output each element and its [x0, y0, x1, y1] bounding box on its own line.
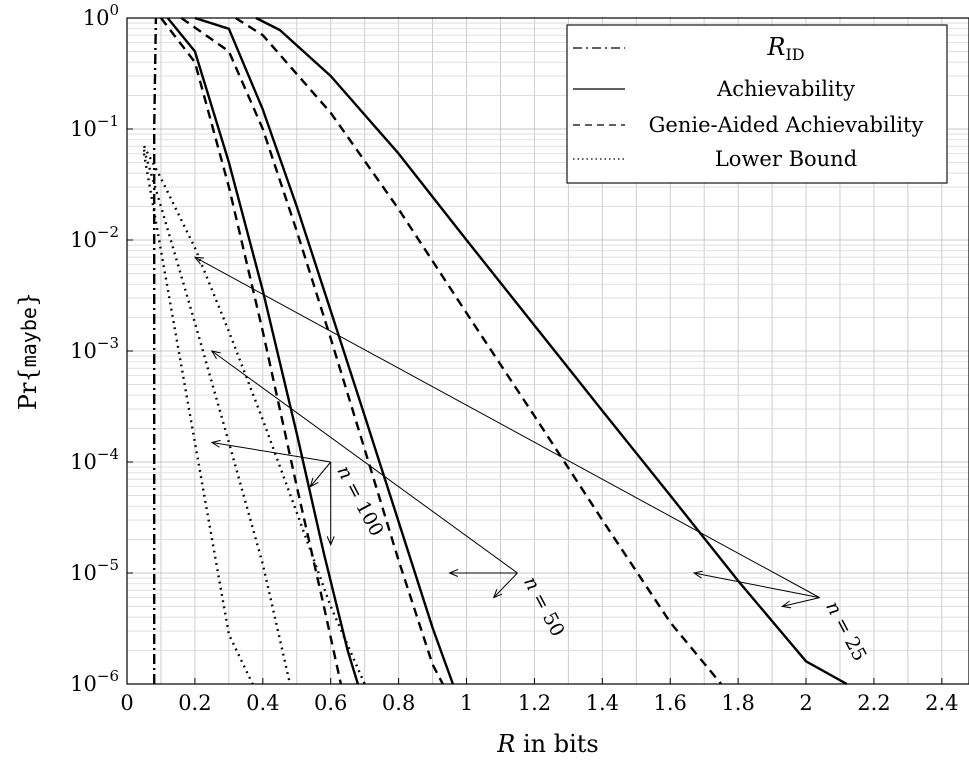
series-line-dotted: [142, 145, 366, 685]
legend-label-genie: Genie-Aided Achievability: [649, 113, 924, 137]
annotation-arrow-line: [211, 350, 518, 574]
series-line-solid: [166, 17, 360, 685]
x-tick-label: 2: [799, 691, 812, 715]
y-axis-ticks: 100 10−1 10−2 10−3 10−4 10−5 10−6: [70, 1, 133, 696]
y-tick-label: 10−4: [70, 445, 119, 474]
annotation-arrow-head: [309, 477, 319, 488]
legend: RID Achievability Genie-Aided Achievabil…: [566, 24, 948, 184]
legend-label-rid: RID: [766, 33, 804, 64]
x-axis-label: R in bits: [496, 730, 598, 758]
annotation-arrow-line: [693, 572, 820, 599]
annotation-arrow-head: [448, 569, 459, 577]
annotation-arrow-head: [193, 256, 204, 265]
annotations: n = 25n = 50n = 100: [193, 256, 871, 665]
x-tick-label: 0.4: [246, 691, 279, 715]
x-tick-label: 0.2: [178, 691, 211, 715]
y-axis-label: Pr{maybe}: [14, 292, 42, 410]
legend-box: [566, 24, 948, 184]
x-tick-label: 0.6: [314, 691, 347, 715]
x-tick-label: 0.8: [382, 691, 415, 715]
legend-item-genie: Genie-Aided Achievability: [573, 113, 923, 137]
annotation-arrow-head: [692, 570, 703, 579]
series-line-dotted: [142, 153, 254, 685]
x-axis-ticks: 0 0.2 0.4 0.6 0.8 1 1.2 1.4 1.6 1.8 2 2.2 2.4: [120, 678, 959, 715]
series-line-dashed: [234, 16, 723, 685]
x-tick-label: 1.6: [654, 691, 687, 715]
annotation-arrow-line: [211, 441, 331, 463]
series-line-dashed: [160, 17, 343, 685]
x-tick-label: 1.4: [586, 691, 619, 715]
annotation-arrow-head: [210, 350, 221, 359]
legend-label-lower-bound: Lower Bound: [715, 147, 857, 171]
x-tick-label: 0: [120, 691, 133, 715]
legend-label-achievability: Achievability: [716, 77, 855, 101]
annotation-arrow-head: [210, 439, 221, 448]
y-tick-label: 100: [83, 1, 119, 30]
grid-lines: [126, 18, 969, 685]
series-line-dashed: [180, 17, 444, 685]
x-tick-label: 2.4: [925, 691, 958, 715]
annotation-arrow-line: [493, 572, 518, 598]
annotation-arrow-line: [194, 256, 820, 599]
series-line-dotted: [142, 149, 292, 685]
series-line-solid: [194, 16, 455, 685]
legend-item-achievability: Achievability: [573, 77, 855, 101]
y-tick-label: 10−1: [70, 112, 119, 141]
x-tick-label: 1: [460, 691, 473, 715]
y-tick-label: 10−6: [70, 667, 119, 696]
x-tick-label: 1.8: [721, 691, 754, 715]
annotation-arrow-head: [326, 536, 335, 546]
legend-item-lower-bound: Lower Bound: [573, 147, 857, 171]
y-tick-label: 10−3: [70, 334, 119, 363]
annotation-arrow-line: [309, 461, 332, 487]
annotation-arrow-head: [781, 600, 792, 609]
series-lines: [142, 16, 848, 686]
legend-item-rid: RID: [573, 33, 805, 64]
series-line-solid: [255, 16, 848, 686]
y-tick-label: 10−5: [70, 556, 119, 585]
x-tick-label: 2.2: [857, 691, 890, 715]
series-line-dashdot: [153, 17, 158, 684]
x-tick-label: 1.2: [518, 691, 551, 715]
y-tick-label: 10−2: [70, 223, 119, 252]
annotation-arrow-line: [782, 597, 820, 607]
annotation-arrow-head: [492, 589, 503, 599]
